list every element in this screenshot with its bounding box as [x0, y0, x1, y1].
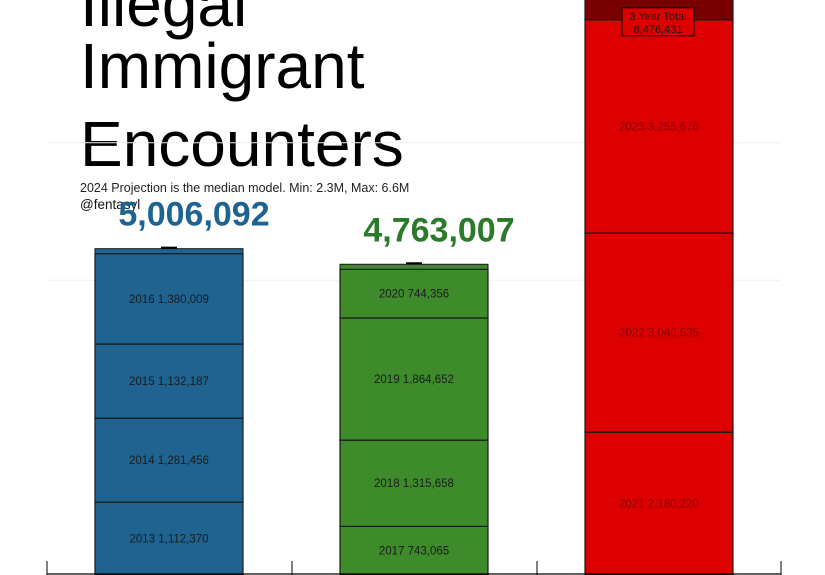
chart-subtitle: 2024 Projection is the median model. Min…: [80, 181, 410, 195]
title-line-3: Encounters: [80, 108, 404, 180]
bar-segment: [94, 417, 244, 503]
annotation-box: [621, 7, 695, 37]
bar-segment: [584, 19, 734, 234]
author-handle: @fentasyl: [80, 197, 141, 212]
bar-segment: [339, 439, 489, 527]
segment-label: 2023 3,255,676: [619, 121, 699, 133]
segment-label: 2018 1,315,658: [374, 478, 454, 490]
annotation-text: 8,476,431: [634, 24, 683, 36]
bar-segment: [94, 501, 244, 575]
segment-label: 2022 3,040,535: [619, 328, 699, 340]
bar-cap: [94, 248, 244, 255]
segment-label: 2013 1,112,370: [129, 534, 208, 546]
bar-cap: [339, 263, 489, 270]
segment-label: 2020 744,356: [379, 289, 449, 301]
segment-label: 2019 1,864,652: [374, 374, 454, 386]
title-line-1: Illegal: [80, 0, 248, 40]
total-label: 5,006,092: [118, 196, 269, 234]
total-label: 4,763,007: [363, 211, 514, 249]
segment-label: 2017 743,065: [379, 546, 449, 558]
segment-label: 2014 1,281,456: [129, 455, 209, 467]
bar-segment: [94, 343, 244, 419]
bar-segment: [584, 232, 734, 433]
bar-segment: [339, 268, 489, 319]
bar-segment: [94, 253, 244, 345]
title-line-2: Immigrant: [80, 30, 365, 102]
annotation-text: 3 Year Total: [629, 11, 686, 23]
segment-label: 2021 2,180,220: [619, 499, 699, 511]
bar-segment: [584, 431, 734, 575]
segment-label: 2015 1,132,187: [129, 376, 209, 388]
segment-label: 2016 1,380,009: [129, 294, 209, 306]
